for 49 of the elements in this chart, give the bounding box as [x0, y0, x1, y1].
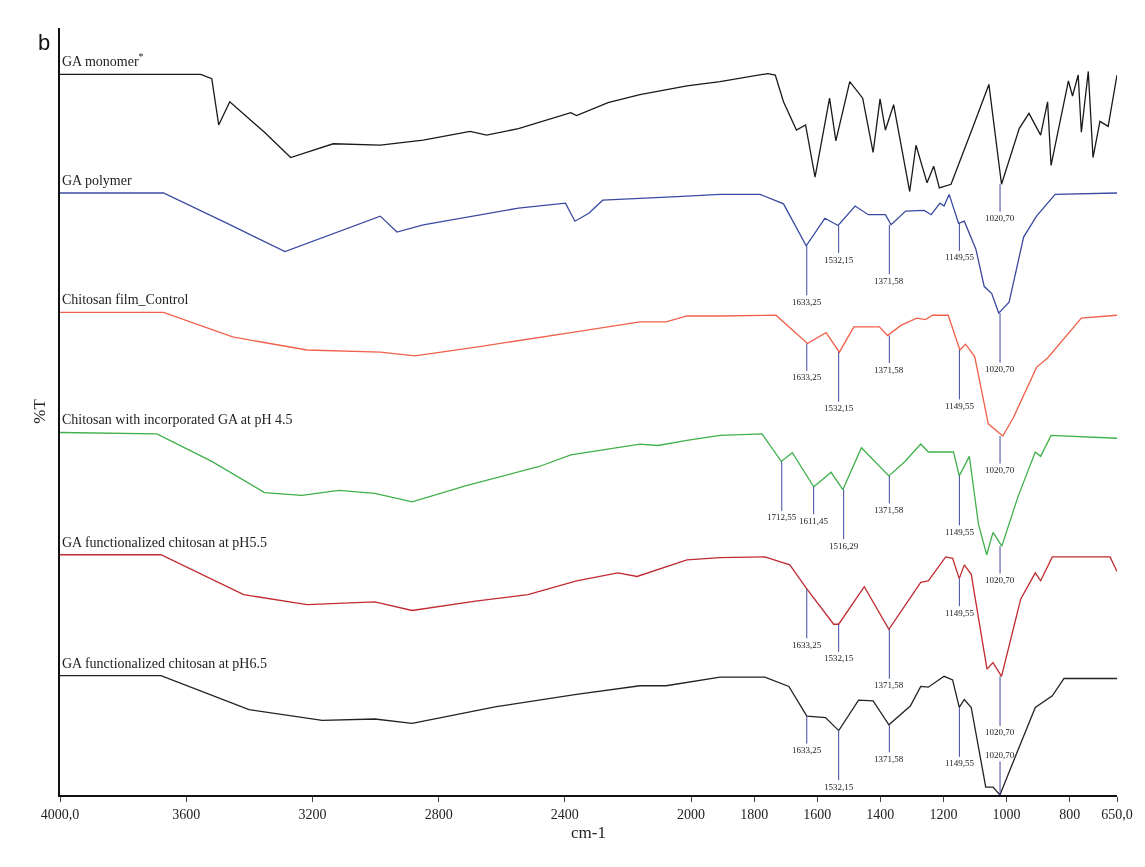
series-label: GA functionalized chitosan at pH5.5: [62, 535, 267, 550]
annotation: 1020,70: [985, 465, 1015, 475]
annotation: 1371,58: [874, 505, 904, 515]
annotation: 1532,15: [824, 403, 854, 413]
annotation: 1149,55: [945, 758, 975, 768]
annotation: 1371,58: [874, 680, 904, 690]
annotation: 1149,55: [945, 527, 975, 537]
annotation: 1532,15: [824, 255, 854, 265]
annotation: 1516,29: [829, 541, 859, 551]
x-tick-label: 3600: [172, 806, 201, 822]
annotation: 1149,55: [945, 252, 975, 262]
annotation: 1532,15: [824, 782, 854, 792]
annotation: 1020,70: [985, 727, 1015, 737]
annotation: 1633,25: [792, 640, 822, 650]
x-tick-label: 1400: [866, 806, 895, 822]
annotation: 1371,58: [874, 276, 904, 286]
x-tick-label: 3200: [298, 806, 327, 822]
x-tick-label: 1800: [740, 806, 769, 822]
x-tick-label: 1600: [803, 806, 832, 822]
annotation: 1020,70: [985, 750, 1015, 760]
annotation: 1371,58: [874, 754, 904, 764]
series-label: Chitosan film_Control: [62, 292, 189, 307]
annotation: 1149,55: [945, 608, 975, 618]
text: b: [38, 30, 51, 55]
annotation: 1633,25: [792, 745, 822, 755]
x-tick-label: 650,0: [1101, 806, 1133, 822]
annotation: 1371,58: [874, 365, 904, 375]
annotation: 1633,25: [792, 297, 822, 307]
annotation: 1532,15: [824, 653, 854, 663]
y-axis-title: %T: [30, 398, 50, 424]
x-tick-label: 800: [1059, 806, 1081, 822]
x-tick-label: 2400: [550, 806, 579, 822]
annotation: 1611,45: [799, 516, 829, 526]
x-tick-label: 2800: [424, 806, 453, 822]
annotation: 1149,55: [945, 401, 975, 411]
series-label: GA monomer$^{*}$: [62, 51, 144, 69]
series-label: GA polymer: [62, 173, 132, 188]
x-tick-label: 4000,0: [40, 806, 80, 822]
x-axis-title: cm-1: [571, 823, 606, 843]
series-label: GA functionalized chitosan at pH6.5: [62, 656, 267, 671]
annotation: 1020,70: [985, 213, 1015, 223]
x-tick-label: 1200: [929, 806, 958, 822]
annotation: 1712,55: [767, 512, 797, 522]
annotation: 1020,70: [985, 575, 1015, 585]
x-tick-label: 2000: [677, 806, 706, 822]
annotation: 1020,70: [985, 364, 1015, 374]
annotation: 1633,25: [792, 372, 822, 382]
series-label: Chitosan with incorporated GA at pH 4.5: [62, 412, 293, 427]
x-tick-label: 1000: [992, 806, 1021, 822]
